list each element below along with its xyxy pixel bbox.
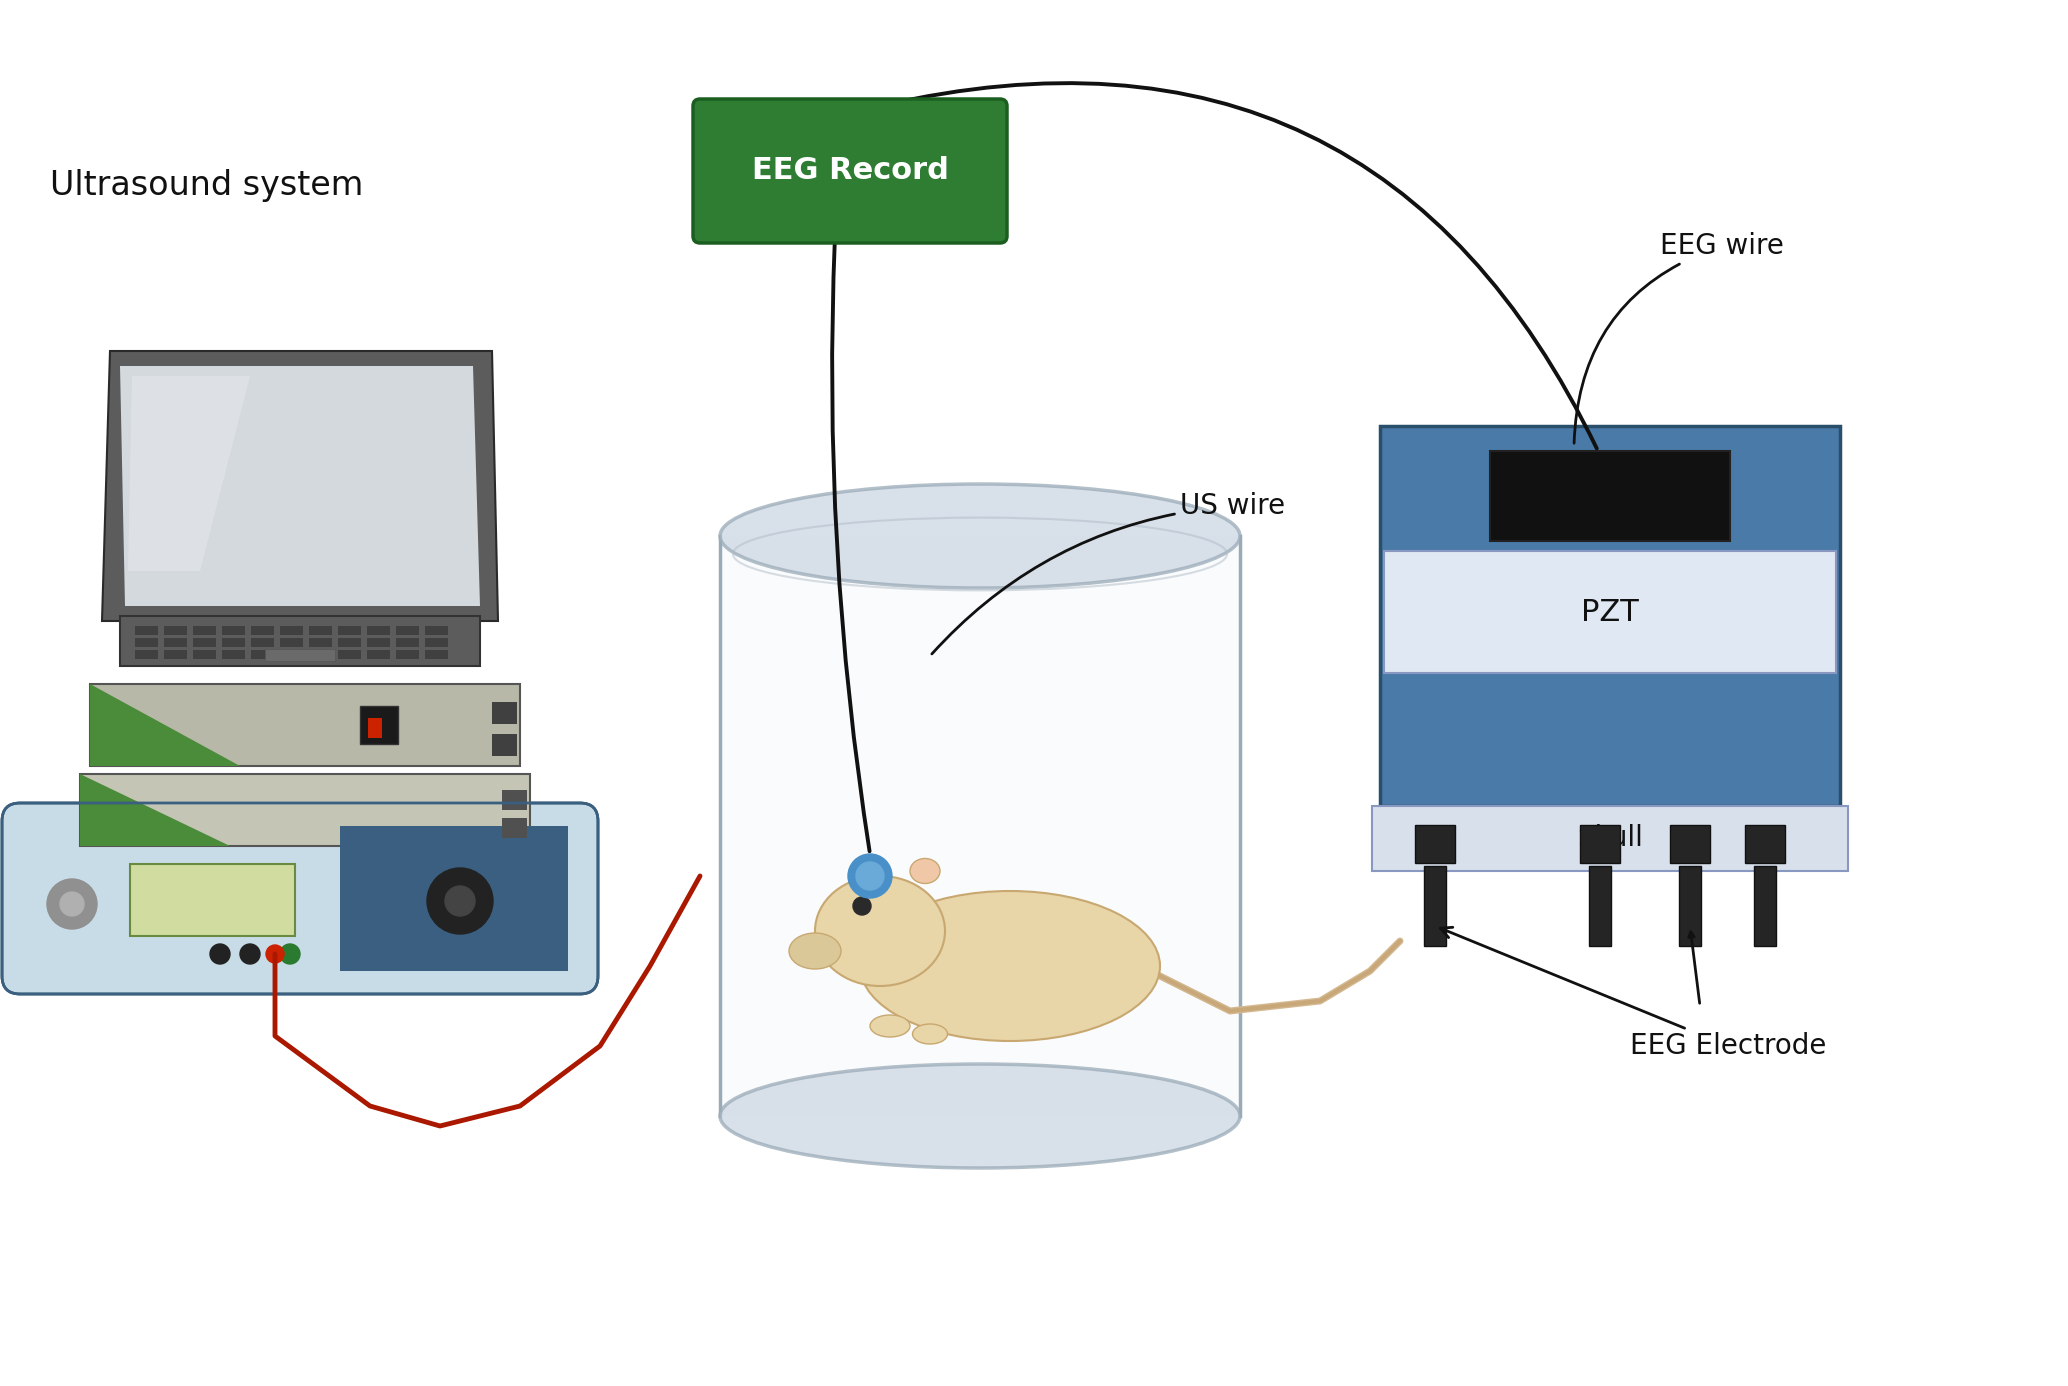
Bar xyxy=(426,639,449,647)
Bar xyxy=(1425,866,1446,947)
Bar xyxy=(337,626,362,635)
Bar xyxy=(221,639,244,647)
Polygon shape xyxy=(81,773,230,845)
Polygon shape xyxy=(91,685,240,766)
Bar xyxy=(308,626,333,635)
Polygon shape xyxy=(120,366,480,606)
Bar xyxy=(279,639,304,647)
Bar xyxy=(1580,825,1619,863)
FancyBboxPatch shape xyxy=(693,98,1007,243)
Bar xyxy=(134,650,157,658)
Bar xyxy=(1671,825,1710,863)
Bar xyxy=(1415,825,1456,863)
Circle shape xyxy=(426,868,492,934)
Bar xyxy=(426,650,449,658)
Circle shape xyxy=(279,944,300,965)
Bar xyxy=(1371,807,1849,870)
Bar xyxy=(308,639,333,647)
Circle shape xyxy=(267,945,283,963)
Ellipse shape xyxy=(790,933,842,969)
Text: US wire: US wire xyxy=(933,492,1284,654)
Polygon shape xyxy=(128,376,250,571)
Text: EEG Electrode: EEG Electrode xyxy=(1441,927,1826,1060)
Bar xyxy=(163,639,186,647)
Circle shape xyxy=(445,886,476,916)
Bar xyxy=(360,705,397,744)
Bar xyxy=(366,626,391,635)
Bar xyxy=(503,790,527,809)
Bar xyxy=(395,626,420,635)
Bar xyxy=(337,650,362,658)
Bar xyxy=(134,639,157,647)
Bar xyxy=(1745,825,1785,863)
Circle shape xyxy=(240,944,261,965)
Bar xyxy=(1491,450,1731,541)
Bar xyxy=(81,773,529,845)
Bar xyxy=(221,650,244,658)
Bar xyxy=(134,626,157,635)
Bar xyxy=(250,639,273,647)
Bar xyxy=(1754,866,1776,947)
Bar xyxy=(250,650,273,658)
FancyBboxPatch shape xyxy=(2,802,598,994)
Bar xyxy=(265,649,335,661)
Circle shape xyxy=(848,854,891,898)
Bar xyxy=(91,685,519,766)
Bar xyxy=(426,626,449,635)
Bar xyxy=(368,718,383,737)
Bar xyxy=(503,818,527,839)
Bar xyxy=(395,650,420,658)
Bar xyxy=(366,639,391,647)
Bar xyxy=(279,626,304,635)
Bar xyxy=(192,639,215,647)
Text: Skull: Skull xyxy=(1578,825,1642,852)
Text: Ultrasound system: Ultrasound system xyxy=(50,169,364,202)
Bar xyxy=(308,650,333,658)
Bar xyxy=(1588,866,1611,947)
Text: PZT: PZT xyxy=(1582,597,1638,626)
Bar xyxy=(1383,552,1836,674)
Bar xyxy=(192,650,215,658)
Ellipse shape xyxy=(912,1024,947,1044)
Text: EEG wire: EEG wire xyxy=(1574,231,1785,444)
Ellipse shape xyxy=(815,876,945,985)
Circle shape xyxy=(856,862,883,890)
Circle shape xyxy=(852,897,871,915)
Ellipse shape xyxy=(910,858,941,883)
Ellipse shape xyxy=(720,484,1241,588)
Bar xyxy=(120,615,480,667)
Circle shape xyxy=(48,879,97,929)
Bar xyxy=(221,626,244,635)
Bar xyxy=(163,626,186,635)
Bar xyxy=(366,650,391,658)
Circle shape xyxy=(60,893,85,916)
Ellipse shape xyxy=(871,1015,910,1037)
Text: EEG Record: EEG Record xyxy=(751,157,949,186)
Bar xyxy=(130,863,296,936)
Bar xyxy=(279,650,304,658)
Bar xyxy=(492,735,517,755)
Bar xyxy=(395,639,420,647)
Bar xyxy=(1379,426,1841,807)
Polygon shape xyxy=(339,826,569,972)
Ellipse shape xyxy=(720,1064,1241,1168)
Bar xyxy=(250,626,273,635)
Bar xyxy=(1679,866,1702,947)
Bar xyxy=(192,626,215,635)
Bar xyxy=(337,639,362,647)
Ellipse shape xyxy=(860,891,1160,1041)
Bar xyxy=(492,701,517,723)
Circle shape xyxy=(211,944,230,965)
Polygon shape xyxy=(101,351,498,621)
Bar xyxy=(720,536,1241,1116)
Bar xyxy=(163,650,186,658)
